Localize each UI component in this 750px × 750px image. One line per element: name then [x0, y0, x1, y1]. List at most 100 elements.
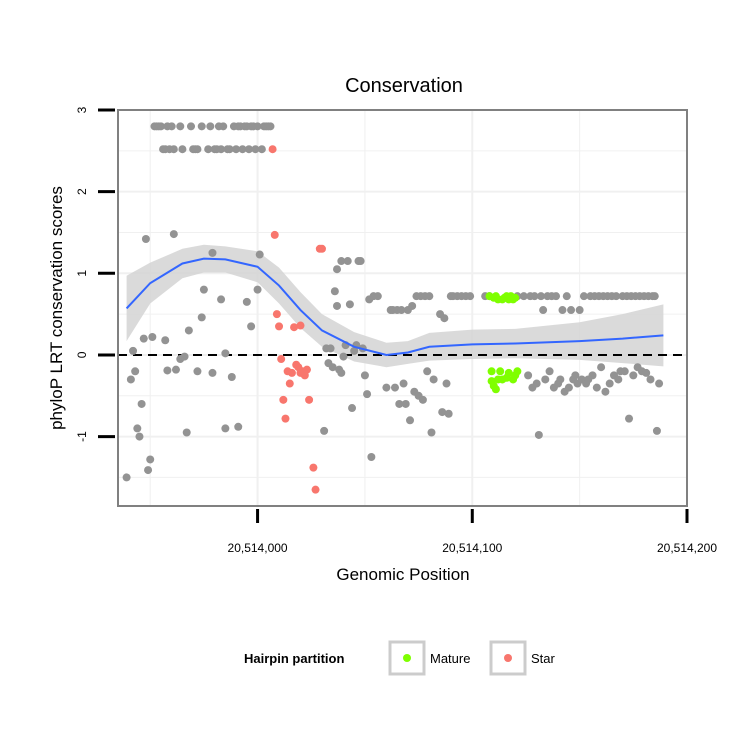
point-star [277, 355, 286, 364]
y-tick-label: 3 [75, 106, 89, 113]
point-star [272, 310, 281, 319]
point-mature [504, 368, 513, 377]
point-other [534, 430, 543, 439]
point-mature [511, 293, 520, 302]
point-other [197, 122, 206, 131]
point-other [163, 366, 172, 375]
point-other [558, 306, 567, 315]
point-star [309, 463, 318, 472]
point-mature [513, 367, 522, 376]
point-other [217, 295, 226, 304]
point-other [184, 326, 193, 335]
point-other [227, 372, 236, 381]
point-other [137, 399, 146, 408]
point-other [204, 145, 213, 154]
point-other [429, 375, 438, 384]
legend: Hairpin partition Mature Star [244, 640, 556, 676]
point-other [605, 379, 614, 388]
point-other [244, 145, 253, 154]
point-other [122, 473, 131, 482]
point-star [311, 485, 320, 494]
point-other [266, 122, 275, 131]
point-other [221, 349, 230, 358]
point-other [655, 379, 664, 388]
point-other [206, 122, 215, 131]
legend-item-star: Star [489, 640, 556, 676]
point-other [257, 145, 266, 154]
confidence-band-layer [126, 244, 664, 368]
point-other [330, 287, 339, 296]
point-other [612, 292, 621, 301]
point-other [169, 230, 178, 239]
point-other [156, 122, 165, 131]
point-other [390, 383, 399, 392]
point-other [440, 314, 449, 323]
point-other [620, 367, 629, 376]
point-other [180, 352, 189, 361]
point-other [199, 285, 208, 294]
point-other [193, 367, 202, 376]
point-other [646, 375, 655, 384]
point-other [397, 306, 406, 315]
point-other [131, 367, 140, 376]
point-other [348, 404, 357, 413]
legend-dot-mature [403, 654, 411, 662]
smooth-line-layer [125, 257, 664, 356]
point-other [524, 371, 533, 380]
point-other [406, 416, 415, 425]
point-other [588, 371, 597, 380]
point-other [232, 145, 241, 154]
point-other [438, 408, 447, 417]
point-other [251, 145, 260, 154]
point-other [320, 426, 329, 435]
point-other [367, 453, 376, 462]
x-axis-title: Genomic Position [336, 565, 469, 584]
point-other [234, 422, 243, 431]
point-other [408, 301, 417, 310]
point-other [652, 426, 661, 435]
point-other [187, 122, 196, 131]
point-other [169, 145, 178, 154]
point-other [253, 122, 262, 131]
point-other [337, 257, 346, 266]
points-layer [122, 122, 664, 494]
y-tick-label: 1 [75, 270, 89, 277]
point-other [532, 379, 541, 388]
point-other [219, 122, 228, 131]
point-other [193, 145, 202, 154]
point-other [418, 395, 427, 404]
panel-border [117, 109, 688, 507]
point-other [519, 292, 528, 301]
point-other [427, 428, 436, 437]
point-other [466, 292, 475, 301]
x-tick-label: 20,514,000 [228, 541, 288, 555]
point-other [221, 424, 230, 433]
point-other [139, 334, 148, 343]
point-other [126, 375, 135, 384]
point-other [253, 285, 262, 294]
point-other [339, 352, 348, 361]
point-other [167, 122, 176, 131]
point-other [133, 424, 142, 433]
point-other [171, 365, 180, 374]
point-other [442, 379, 451, 388]
y-axis-title: phyloP LRT conservation scores [47, 186, 66, 430]
point-star [275, 322, 284, 331]
point-other [144, 466, 153, 475]
point-other [225, 145, 234, 154]
point-other [401, 399, 410, 408]
point-other [129, 346, 138, 355]
point-other [562, 292, 571, 301]
point-other [343, 257, 352, 266]
point-mature [496, 367, 505, 376]
legend-dot-star [504, 654, 512, 662]
point-other [208, 248, 217, 257]
point-other [556, 375, 565, 384]
point-other [326, 344, 335, 353]
point-other [148, 332, 157, 341]
point-star [285, 379, 294, 388]
point-star [317, 244, 326, 253]
point-other [399, 379, 408, 388]
legend-item-mature: Mature [388, 640, 470, 676]
point-mature [491, 385, 500, 394]
